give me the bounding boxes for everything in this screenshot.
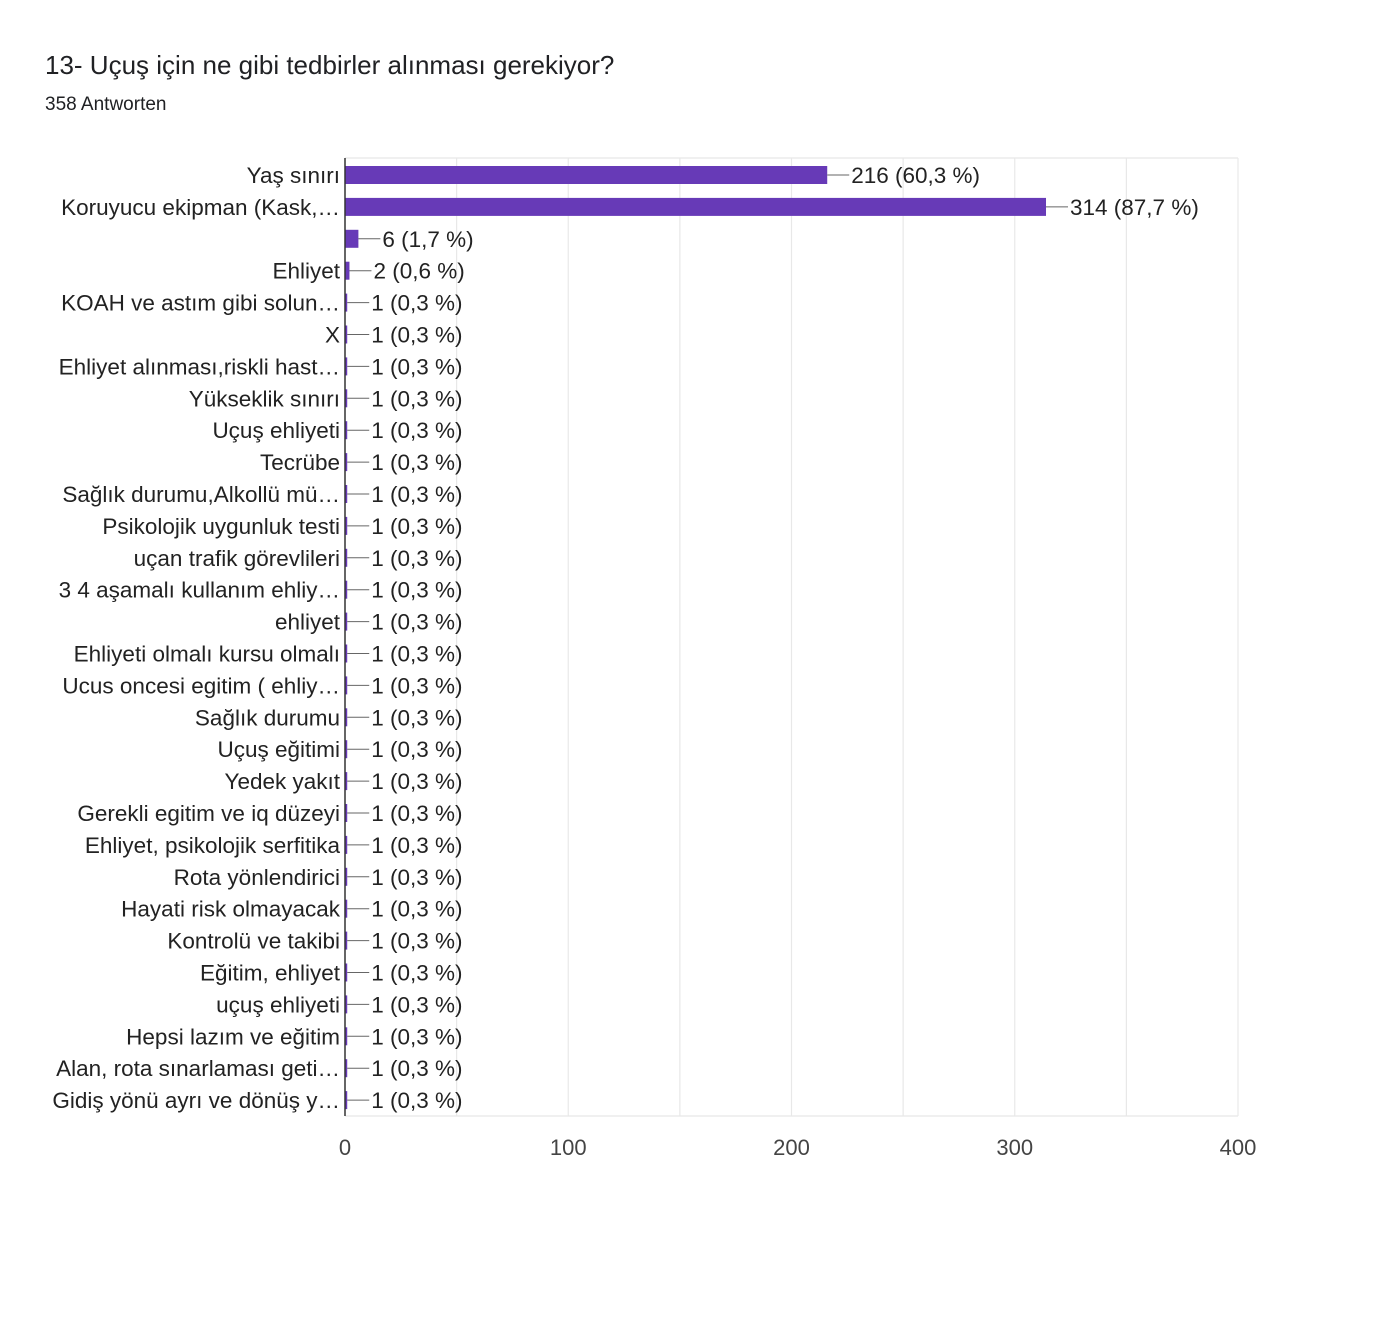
bar xyxy=(345,453,348,472)
bar xyxy=(345,740,348,759)
data-label: 1 (0,3 %) xyxy=(371,897,462,922)
bar xyxy=(345,166,828,184)
data-label: 6 (1,7 %) xyxy=(382,227,473,252)
category-label: Ehliyeti olmalı kursu olmalı xyxy=(74,642,340,667)
category-label: Gidiş yönü ayrı ve dönüş y… xyxy=(52,1088,340,1113)
data-label: 1 (0,3 %) xyxy=(371,1056,462,1081)
bar xyxy=(345,835,348,854)
category-label: Alan, rota sınarlaması geti… xyxy=(56,1056,340,1081)
category-label: Hepsi lazım ve eğitim xyxy=(126,1024,340,1049)
data-label: 1 (0,3 %) xyxy=(371,961,462,986)
data-label: 1 (0,3 %) xyxy=(371,992,462,1017)
bar xyxy=(345,931,348,950)
bar xyxy=(345,995,348,1014)
bar xyxy=(345,804,348,822)
category-label: uçuş ehliyeti xyxy=(216,992,340,1017)
data-label: 1 (0,3 %) xyxy=(371,546,462,571)
bar xyxy=(345,197,1047,216)
category-label: Koruyucu ekipman (Kask,… xyxy=(61,195,340,220)
category-label: Rota yönlendirici xyxy=(174,865,340,890)
bar xyxy=(345,421,348,440)
data-label: 1 (0,3 %) xyxy=(371,514,462,539)
category-label: Ehliyet, psikolojik serfitika xyxy=(85,833,341,858)
data-label: 1 (0,3 %) xyxy=(371,769,462,794)
bar xyxy=(345,389,348,408)
bar xyxy=(345,708,348,727)
x-tick-label: 300 xyxy=(996,1135,1033,1160)
bar xyxy=(345,1027,348,1046)
x-tick-label: 200 xyxy=(773,1135,810,1160)
x-tick-label: 100 xyxy=(550,1135,587,1160)
category-label: Eğitim, ehliyet xyxy=(200,961,341,986)
category-label: Uçuş ehliyeti xyxy=(212,418,340,443)
category-label: KOAH ve astım gibi solun… xyxy=(61,291,340,316)
data-label: 1 (0,3 %) xyxy=(371,737,462,762)
category-label: Yükseklik sınırı xyxy=(189,386,340,411)
data-label: 1 (0,3 %) xyxy=(371,1024,462,1049)
data-label: 314 (87,7 %) xyxy=(1070,195,1199,220)
bar xyxy=(345,229,359,248)
category-label: Kontrolü ve takibi xyxy=(167,929,340,954)
data-label: 1 (0,3 %) xyxy=(371,673,462,698)
data-label: 1 (0,3 %) xyxy=(371,705,462,730)
category-label: Ehliyet xyxy=(272,259,340,284)
data-label: 1 (0,3 %) xyxy=(371,450,462,475)
bar xyxy=(345,772,348,791)
x-tick-label: 400 xyxy=(1220,1135,1257,1160)
data-label: 2 (0,6 %) xyxy=(373,259,464,284)
bar xyxy=(345,293,348,312)
data-label: 1 (0,3 %) xyxy=(371,610,462,635)
chart-title: 13- Uçuş için ne gibi tedbirler alınması… xyxy=(45,50,615,80)
category-label: uçan trafik görevlileri xyxy=(134,546,340,571)
category-label: X xyxy=(325,323,340,348)
category-label: Yedek yakıt xyxy=(225,769,341,794)
bar xyxy=(345,644,348,663)
data-label: 1 (0,3 %) xyxy=(371,929,462,954)
category-label: Ucus oncesi egitim ( ehliy… xyxy=(62,673,340,698)
category-label: Tecrübe xyxy=(260,450,340,475)
data-label: 1 (0,3 %) xyxy=(371,865,462,890)
data-label: 1 (0,3 %) xyxy=(371,386,462,411)
category-label: ehliyet xyxy=(275,610,341,635)
bar xyxy=(345,1059,348,1078)
bar xyxy=(345,963,348,982)
category-label: Gerekli egitim ve iq düzeyi xyxy=(77,801,340,826)
data-label: 216 (60,3 %) xyxy=(851,163,980,188)
data-label: 1 (0,3 %) xyxy=(371,1088,462,1113)
category-label: Ehliyet alınması,riskli hast… xyxy=(59,354,340,379)
data-label: 1 (0,3 %) xyxy=(371,482,462,507)
bar xyxy=(345,548,348,567)
data-label: 1 (0,3 %) xyxy=(371,291,462,316)
bar xyxy=(345,1091,348,1110)
bar xyxy=(345,516,348,535)
data-label: 1 (0,3 %) xyxy=(371,323,462,348)
bar xyxy=(345,325,348,344)
bar xyxy=(345,867,348,886)
bar xyxy=(345,612,348,631)
category-label: Yaş sınırı xyxy=(247,163,340,188)
x-tick-label: 0 xyxy=(339,1135,351,1160)
bar xyxy=(345,357,348,376)
data-label: 1 (0,3 %) xyxy=(371,418,462,443)
category-label: Hayati risk olmayacak xyxy=(121,897,341,922)
bar xyxy=(345,676,348,695)
data-label: 1 (0,3 %) xyxy=(371,578,462,603)
category-label: Uçuş eğitimi xyxy=(217,737,340,762)
bar xyxy=(345,580,348,599)
bar xyxy=(345,899,348,918)
category-label: Sağlık durumu,Alkollü mü… xyxy=(62,482,340,507)
category-label: Sağlık durumu xyxy=(195,705,340,730)
category-label: Psikolojik uygunluk testi xyxy=(102,514,340,539)
data-label: 1 (0,3 %) xyxy=(371,833,462,858)
response-count: 358 Antworten xyxy=(45,94,167,115)
bar xyxy=(345,485,348,503)
category-label: 3 4 aşamalı kullanım ehliy… xyxy=(59,578,340,603)
bar xyxy=(345,261,350,280)
data-label: 1 (0,3 %) xyxy=(371,801,462,826)
data-label: 1 (0,3 %) xyxy=(371,354,462,379)
data-label: 1 (0,3 %) xyxy=(371,642,462,667)
